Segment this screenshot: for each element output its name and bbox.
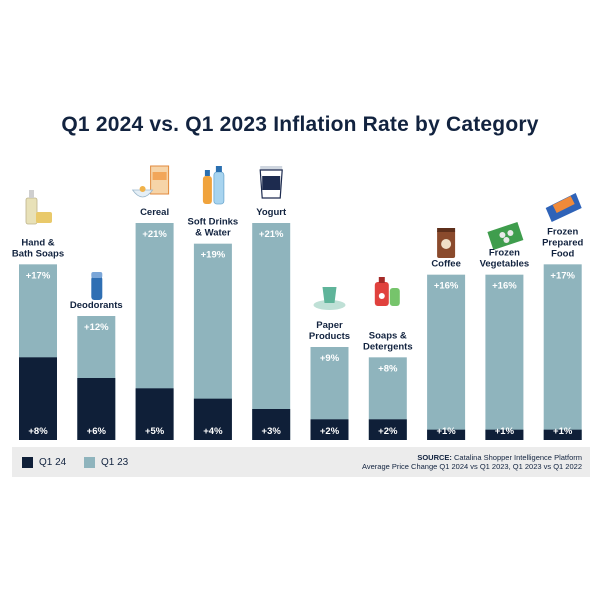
bar-q1-24 <box>485 429 524 440</box>
data-label-q1-23: +9% <box>320 353 340 364</box>
paper-products-icon <box>313 287 346 310</box>
detergent-icon <box>374 277 400 306</box>
category-label: Deodorants <box>70 300 123 311</box>
category-label: Coffee <box>431 259 461 270</box>
hand-soap-icon <box>25 190 52 225</box>
frozen-food-icon <box>545 193 582 222</box>
source-label: SOURCE: <box>417 453 452 462</box>
category-label: Detergents <box>363 341 413 352</box>
source-line2: Average Price Change Q1 2024 vs Q1 2023,… <box>361 462 582 471</box>
legend-label-q1-24: Q1 24 <box>39 457 67 468</box>
data-label-q1-23: +12% <box>84 322 109 333</box>
bar-q1-24 <box>368 419 407 440</box>
data-label-q1-24: +2% <box>320 426 340 437</box>
data-label-q1-23: +16% <box>434 281 459 292</box>
bar-q1-23 <box>427 274 466 440</box>
cereal-icon <box>131 165 170 198</box>
data-label-q1-24: +3% <box>262 426 282 437</box>
chart-title: Q1 2024 vs. Q1 2023 Inflation Rate by Ca… <box>61 113 539 136</box>
data-label-q1-24: +4% <box>203 426 223 437</box>
yogurt-icon <box>259 166 283 199</box>
legend-item-q1-24: Q1 24 <box>22 457 66 468</box>
data-label-q1-24: +2% <box>378 426 398 437</box>
category-label: Frozen <box>547 226 578 237</box>
data-label-q1-23: +17% <box>26 270 51 281</box>
category-label: Products <box>309 331 350 342</box>
category-label: Frozen <box>489 248 520 259</box>
data-label-q1-23: +21% <box>259 229 284 240</box>
category-label: Vegetables <box>480 259 530 270</box>
data-label-q1-24: +1% <box>553 426 573 437</box>
source-text: Catalina Shopper Intelligence Platform <box>454 453 582 462</box>
category-icons <box>25 165 582 310</box>
legend-swatch-q1-24 <box>22 457 33 468</box>
data-label-q1-24: +5% <box>145 426 165 437</box>
bar-q1-24 <box>252 409 291 440</box>
deodorant-icon <box>91 272 103 300</box>
data-label-q1-24: +6% <box>87 426 107 437</box>
category-label: Food <box>551 248 574 259</box>
bar-q1-24 <box>543 429 582 440</box>
category-label: Hand & <box>21 237 54 248</box>
bar-q1-24 <box>135 388 174 440</box>
bar-q1-23 <box>485 274 524 440</box>
legend-footer: Q1 24 Q1 23 SOURCE: Catalina Shopper Int… <box>12 447 590 477</box>
data-label-q1-24: +1% <box>436 426 456 437</box>
bars-layer: +17% +8% Hand &Bath Soaps +12% +6% Deodorants… <box>12 207 583 440</box>
bar-q1-23 <box>252 223 291 440</box>
bar-q1-24 <box>193 398 232 440</box>
category-label: Bath Soaps <box>12 248 64 259</box>
frozen-vegetables-icon <box>487 222 524 250</box>
bar-q1-24 <box>19 357 57 440</box>
data-label-q1-23: +8% <box>378 363 398 374</box>
data-label-q1-23: +19% <box>201 250 226 261</box>
data-label-q1-24: +1% <box>495 426 515 437</box>
coffee-icon <box>437 228 456 258</box>
source-note: SOURCE: Catalina Shopper Intelligence Pl… <box>362 453 582 471</box>
category-label: Cereal <box>140 207 169 218</box>
legend-label-q1-23: Q1 23 <box>101 457 129 468</box>
category-label: Prepared <box>542 237 583 248</box>
data-label-q1-24: +8% <box>28 426 48 437</box>
bar-q1-24 <box>427 429 466 440</box>
category-label: Soft Drinks <box>188 217 239 228</box>
bar-q1-24 <box>77 378 116 440</box>
category-label: Soaps & <box>369 330 407 341</box>
bar-q1-23 <box>543 264 582 440</box>
data-label-q1-23: +16% <box>492 281 517 292</box>
category-label: Paper <box>316 320 343 331</box>
data-label-q1-23: +21% <box>142 229 167 240</box>
legend-swatch-q1-23 <box>84 457 95 468</box>
data-label-q1-23: +17% <box>550 270 575 281</box>
category-label: Yogurt <box>256 207 287 218</box>
category-label: & Water <box>195 228 231 239</box>
bar-q1-24 <box>310 419 349 440</box>
soft-drink-icon <box>202 166 225 205</box>
legend-item-q1-23: Q1 23 <box>84 457 128 468</box>
